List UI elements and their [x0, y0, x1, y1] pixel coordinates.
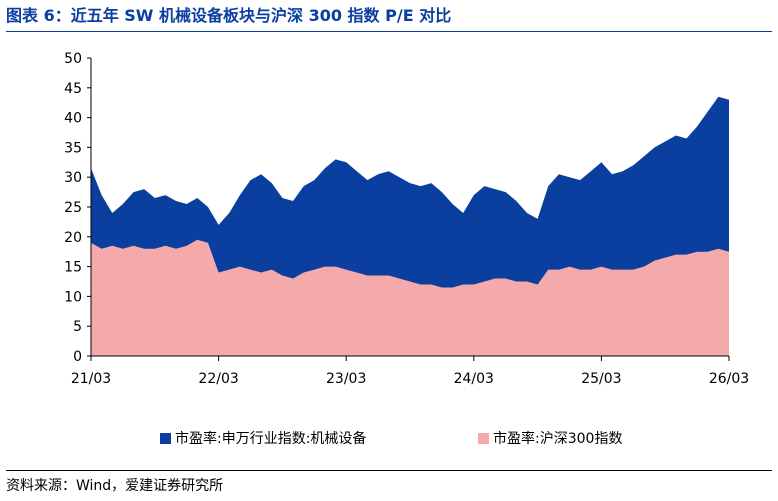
footer-divider — [6, 470, 772, 471]
y-tick-label: 45 — [64, 81, 82, 97]
source-note: 资料来源：Wind，爱建证券研究所 — [6, 478, 224, 494]
y-tick-label: 20 — [64, 230, 82, 246]
legend-label-machinery: 市盈率:申万行业指数:机械设备 — [175, 431, 367, 447]
y-tick-label: 40 — [64, 111, 82, 127]
y-tick-label: 0 — [73, 349, 82, 365]
legend-item-csi300: 市盈率:沪深300指数 — [478, 428, 622, 448]
chart-title: 图表 6：近五年 SW 机械设备板块与沪深 300 指数 P/E 对比 — [6, 6, 452, 25]
title-divider — [6, 31, 772, 32]
y-tick-label: 5 — [73, 319, 82, 335]
legend-swatch-machinery — [160, 432, 171, 444]
legend-item-machinery: 市盈率:申万行业指数:机械设备 — [160, 428, 366, 448]
x-tick-label: 23/03 — [326, 371, 366, 387]
y-tick-label: 15 — [64, 260, 82, 276]
series-area-csi300 — [91, 239, 729, 356]
x-tick-label: 25/03 — [581, 371, 621, 387]
y-tick-label: 30 — [64, 170, 82, 186]
y-tick-label: 35 — [64, 140, 82, 156]
x-tick-label: 21/03 — [71, 371, 111, 387]
y-tick-label: 50 — [64, 51, 82, 67]
x-tick-label: 24/03 — [454, 371, 494, 387]
x-tick-label: 22/03 — [198, 371, 238, 387]
x-tick-label: 26/03 — [709, 371, 749, 387]
legend-swatch-csi300 — [478, 432, 489, 444]
legend-label-csi300: 市盈率:沪深300指数 — [493, 431, 623, 447]
y-tick-label: 10 — [64, 289, 82, 305]
chart-area: 0 5 10 15 20 25 30 35 40 45 50 21/03 22/03 23/03 24/03… — [64, 51, 749, 387]
chart-legend: 市盈率:申万行业指数:机械设备 市盈率:沪深300指数 — [0, 428, 778, 450]
y-tick-label: 25 — [64, 200, 82, 216]
